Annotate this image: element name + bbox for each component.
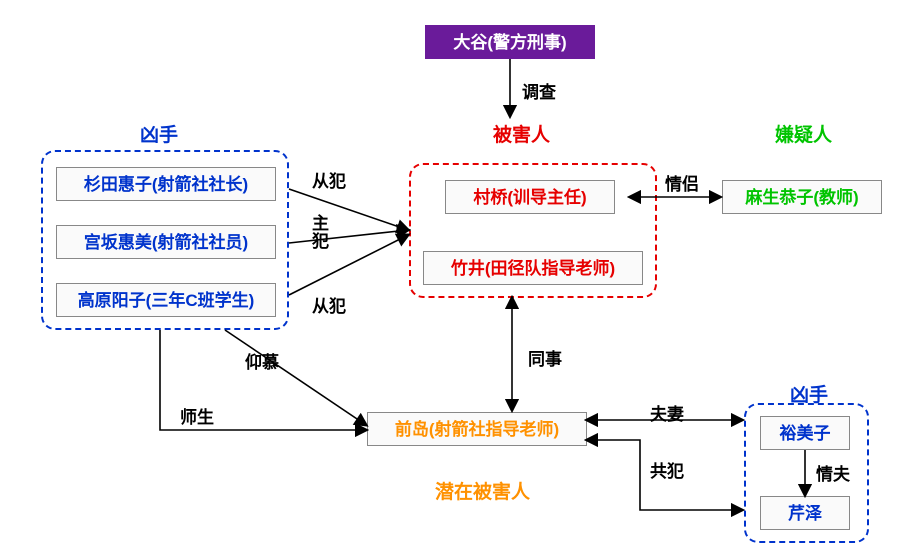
node-aso: 麻生恭子(教师)	[722, 180, 882, 214]
edge-label-accomplice1: 从犯	[312, 167, 346, 192]
node-detective: 大谷(警方刑事)	[425, 25, 595, 59]
edge-label-accomplice3: 共犯	[650, 457, 684, 482]
edge-label-investigate: 调查	[522, 78, 556, 103]
edge-label-principal: 主犯	[312, 215, 329, 251]
title-murderer-left: 凶手	[140, 120, 178, 147]
node-murahashi: 村桥(训导主任)	[445, 180, 615, 214]
edge-label-paramour: 情夫	[816, 460, 850, 485]
title-victim: 被害人	[493, 120, 550, 147]
node-sugita: 杉田惠子(射箭社社长)	[56, 167, 276, 201]
edge-label-accomplice2: 从犯	[312, 292, 346, 317]
node-miyasaka: 宫坂惠美(射箭社社员)	[56, 225, 276, 259]
node-takahara: 高原阳子(三年C班学生)	[56, 283, 276, 317]
edge-label-lover: 情侣	[665, 170, 699, 195]
edge-label-spouse: 夫妻	[650, 400, 684, 425]
title-suspect: 嫌疑人	[775, 120, 832, 147]
edge-label-colleague: 同事	[528, 345, 562, 370]
title-murderer-right: 凶手	[790, 380, 828, 407]
node-yumiko: 裕美子	[760, 416, 850, 450]
node-serizawa: 芹泽	[760, 496, 850, 530]
title-potential-victim: 潜在被害人	[435, 477, 530, 504]
edge-label-admire: 仰慕	[245, 348, 279, 373]
edge-label-teacher-pupil: 师生	[180, 403, 214, 428]
node-maeshima: 前岛(射箭社指导老师)	[367, 412, 587, 446]
node-takei: 竹井(田径队指导老师)	[423, 251, 643, 285]
